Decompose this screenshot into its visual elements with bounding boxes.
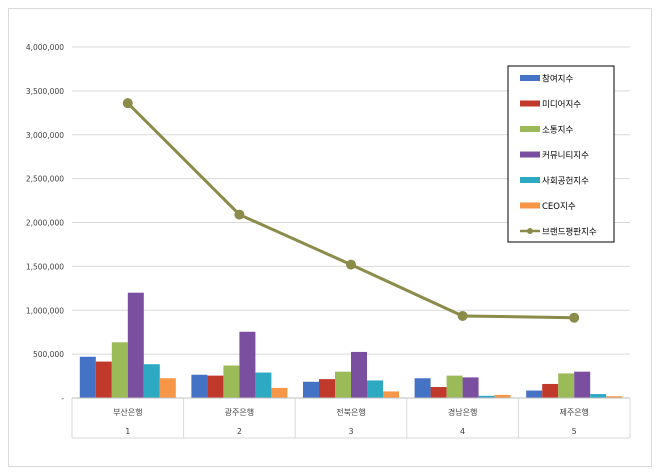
category-label: 광주은행 (225, 407, 254, 417)
series-line (126, 102, 575, 320)
bar (239, 331, 256, 398)
bar (462, 377, 479, 398)
bar (79, 356, 96, 398)
legend-label: 참여지수 (542, 74, 573, 85)
bar (606, 396, 623, 398)
legend-label: CEO지수 (542, 202, 576, 212)
line-point (122, 98, 133, 109)
legend-label: 소통지수 (542, 126, 573, 136)
legend-swatch (520, 126, 540, 132)
bar (430, 387, 447, 398)
y-tick-label: 500,000 (33, 350, 64, 359)
y-tick-label: 4,000,000 (26, 43, 64, 52)
y-tick-label: 3,500,000 (26, 87, 64, 96)
category-label: 부산은행 (113, 407, 142, 417)
category-number: 3 (348, 427, 353, 436)
bar (367, 380, 383, 398)
bar (558, 373, 575, 398)
category-number: 1 (125, 427, 130, 436)
y-tick-label: 3,000,000 (26, 131, 64, 140)
line-series (122, 98, 580, 323)
legend-swatch (520, 202, 540, 209)
category-number: 2 (237, 427, 242, 436)
bar (414, 378, 431, 398)
bar (223, 365, 240, 398)
bar (574, 371, 591, 398)
bar (303, 381, 319, 398)
legend-label: 미디어지수 (542, 99, 581, 110)
y-tick-label: 1,500,000 (26, 262, 64, 271)
bar (111, 342, 128, 398)
bar (159, 378, 176, 398)
category-label: 제주은행 (559, 407, 588, 417)
category-label: 경남은행 (448, 407, 477, 417)
bar (319, 379, 335, 398)
bar (255, 372, 272, 398)
bar (383, 391, 399, 398)
bar (127, 292, 144, 398)
bar (143, 364, 160, 398)
bar (271, 387, 288, 398)
y-tick-label: - (61, 394, 64, 403)
category-number: 5 (572, 427, 577, 436)
bar (590, 394, 607, 398)
line-point (346, 259, 356, 270)
line-point (234, 209, 245, 220)
bar (526, 390, 543, 398)
legend-swatch (520, 100, 540, 107)
y-tick-label: 2,000,000 (26, 219, 64, 228)
legend-swatch (520, 75, 540, 81)
y-tick-label: 1,000,000 (26, 306, 64, 315)
legend-label: 커뮤니티지수 (542, 150, 589, 161)
legend-swatch (520, 177, 540, 183)
bar (351, 351, 367, 398)
line-point (457, 310, 468, 321)
y-axis-ticks: - 500,000 1,000,000 1,500,000 2,000,000 2,500… (26, 43, 64, 403)
bar (207, 375, 224, 398)
bar (446, 375, 463, 398)
bar (542, 383, 559, 398)
legend-label: 브랜드평판지수 (542, 227, 597, 238)
bar (335, 371, 351, 398)
bar (478, 395, 495, 398)
bar (191, 374, 208, 398)
bar-series (79, 292, 623, 398)
bar (95, 361, 112, 398)
legend-marker (527, 228, 533, 234)
bar (494, 394, 511, 398)
legend-label: 사회공헌지수 (542, 177, 589, 187)
line-point (569, 312, 580, 323)
category-label: 전북은행 (336, 407, 365, 417)
legend-swatch (520, 151, 540, 158)
y-tick-label: 2,500,000 (26, 175, 64, 184)
category-number: 4 (460, 427, 465, 436)
category-axis: 부산은행 1 광주은행 2 전북은행 3 경남은행 4 제주은행 5 (71, 397, 631, 439)
